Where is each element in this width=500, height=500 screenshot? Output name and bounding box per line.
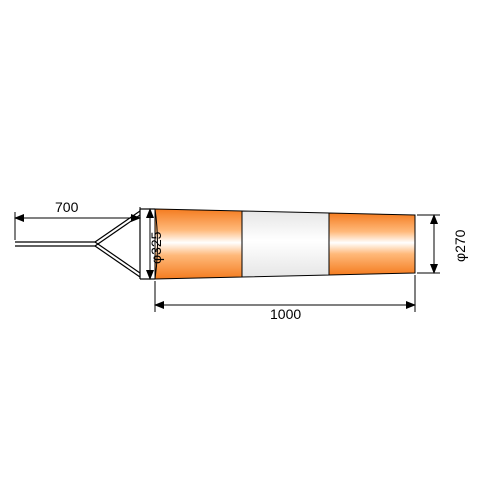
- rope-top-b: [95, 215, 140, 246]
- rope-bot-a: [95, 242, 140, 273]
- rope-top-a: [95, 211, 140, 242]
- stripe-2-white: [242, 211, 329, 277]
- stripe-3-orange: [329, 213, 415, 275]
- label-700: 700: [55, 199, 78, 215]
- windsock-diagram: 1000 700 φ325 φ270: [0, 0, 500, 500]
- dim-dia-270: [417, 215, 440, 273]
- drawing-svg: [0, 0, 500, 500]
- tether: [15, 211, 140, 277]
- label-dia-270: φ270: [452, 230, 468, 262]
- stripe-1-orange: [155, 209, 242, 279]
- rope-bot-b: [95, 246, 140, 277]
- label-dia-325: φ325: [148, 232, 164, 264]
- label-1000: 1000: [270, 306, 301, 322]
- windsock-body: [140, 209, 415, 279]
